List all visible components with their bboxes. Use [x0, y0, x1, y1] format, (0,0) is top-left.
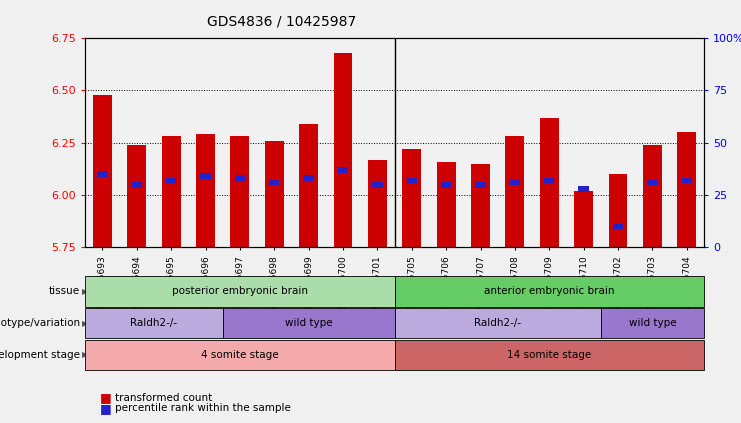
Text: ▶: ▶: [82, 319, 88, 328]
Bar: [677, 132, 697, 247]
Bar: [166, 178, 176, 184]
Text: 14 somite stage: 14 somite stage: [507, 350, 591, 360]
Bar: [360, 38, 394, 247]
Bar: [200, 173, 210, 179]
Bar: [269, 180, 279, 185]
Text: 4 somite stage: 4 somite stage: [201, 350, 279, 360]
Bar: [471, 164, 490, 247]
Bar: [647, 180, 657, 185]
Bar: [338, 167, 348, 173]
Bar: [85, 38, 119, 247]
Bar: [574, 191, 593, 247]
Bar: [368, 159, 387, 247]
Bar: [566, 38, 601, 247]
Text: ▶: ▶: [82, 287, 88, 296]
Bar: [539, 118, 559, 247]
Bar: [257, 38, 291, 247]
Bar: [505, 137, 525, 247]
Text: wild type: wild type: [285, 318, 333, 328]
Bar: [291, 38, 326, 247]
Bar: [682, 178, 692, 184]
Text: development stage: development stage: [0, 350, 80, 360]
Bar: [601, 38, 635, 247]
Text: Raldh2-/-: Raldh2-/-: [130, 318, 178, 328]
Bar: [188, 38, 223, 247]
Bar: [475, 182, 485, 187]
Bar: [93, 95, 112, 247]
Text: Raldh2-/-: Raldh2-/-: [474, 318, 521, 328]
Bar: [326, 38, 360, 247]
Text: posterior embryonic brain: posterior embryonic brain: [172, 286, 308, 297]
Text: wild type: wild type: [628, 318, 677, 328]
Bar: [235, 176, 245, 181]
Bar: [613, 224, 623, 229]
Text: ■: ■: [100, 402, 112, 415]
Bar: [635, 38, 670, 247]
Bar: [127, 145, 146, 247]
Bar: [372, 182, 382, 187]
Text: ▶: ▶: [82, 350, 88, 360]
Bar: [394, 38, 429, 247]
Bar: [132, 182, 142, 187]
Bar: [441, 182, 451, 187]
Bar: [97, 171, 107, 177]
Bar: [579, 186, 589, 192]
Bar: [429, 38, 463, 247]
Bar: [643, 145, 662, 247]
Bar: [333, 53, 353, 247]
Text: GDS4836 / 10425987: GDS4836 / 10425987: [207, 15, 356, 29]
Bar: [299, 124, 318, 247]
Bar: [223, 38, 257, 247]
Bar: [498, 38, 532, 247]
Bar: [154, 38, 188, 247]
Bar: [162, 137, 181, 247]
Text: ■: ■: [100, 391, 112, 404]
Bar: [532, 38, 566, 247]
Bar: [544, 178, 554, 184]
Text: anterior embryonic brain: anterior embryonic brain: [484, 286, 614, 297]
Bar: [407, 178, 417, 184]
Text: tissue: tissue: [49, 286, 80, 297]
Bar: [510, 180, 520, 185]
Bar: [265, 141, 284, 247]
Bar: [304, 176, 314, 181]
Text: genotype/variation: genotype/variation: [0, 318, 80, 328]
Bar: [196, 135, 215, 247]
Bar: [402, 149, 421, 247]
Bar: [670, 38, 704, 247]
Bar: [119, 38, 154, 247]
Text: transformed count: transformed count: [115, 393, 212, 403]
Text: percentile rank within the sample: percentile rank within the sample: [115, 403, 290, 413]
Bar: [230, 137, 250, 247]
Bar: [436, 162, 456, 247]
Bar: [463, 38, 498, 247]
Bar: [608, 174, 628, 247]
